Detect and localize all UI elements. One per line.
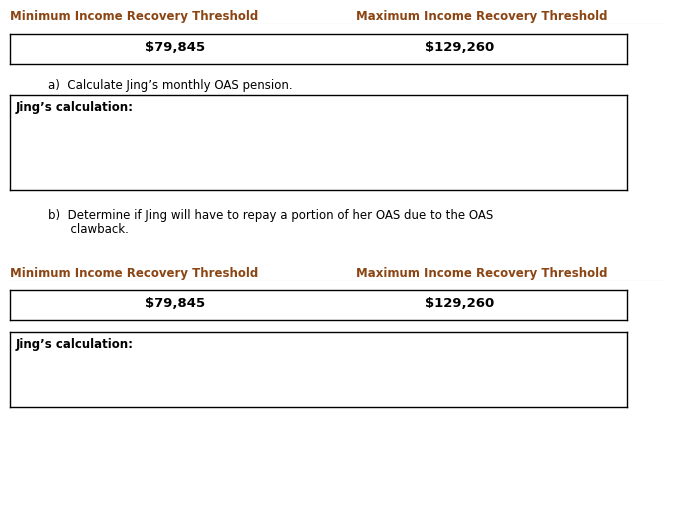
Text: b)  Determine if Jing will have to repay a portion of her OAS due to the OAS: b) Determine if Jing will have to repay … [48, 209, 493, 222]
Text: a)  Calculate Jing’s monthly OAS pension.: a) Calculate Jing’s monthly OAS pension. [48, 79, 293, 92]
Text: $79,845: $79,845 [145, 41, 205, 54]
Text: Minimum Income Recovery Threshold: Minimum Income Recovery Threshold [10, 10, 258, 23]
Text: Jing’s calculation:: Jing’s calculation: [16, 338, 134, 351]
Text: Maximum Income Recovery Threshold: Maximum Income Recovery Threshold [356, 267, 608, 280]
Text: clawback.: clawback. [48, 223, 129, 236]
Text: $129,260: $129,260 [425, 297, 495, 310]
Text: $79,845: $79,845 [145, 297, 205, 310]
Text: Jing’s calculation:: Jing’s calculation: [16, 101, 134, 114]
Text: Minimum Income Recovery Threshold: Minimum Income Recovery Threshold [10, 267, 258, 280]
Text: Maximum Income Recovery Threshold: Maximum Income Recovery Threshold [356, 10, 608, 23]
Text: $129,260: $129,260 [425, 41, 495, 54]
